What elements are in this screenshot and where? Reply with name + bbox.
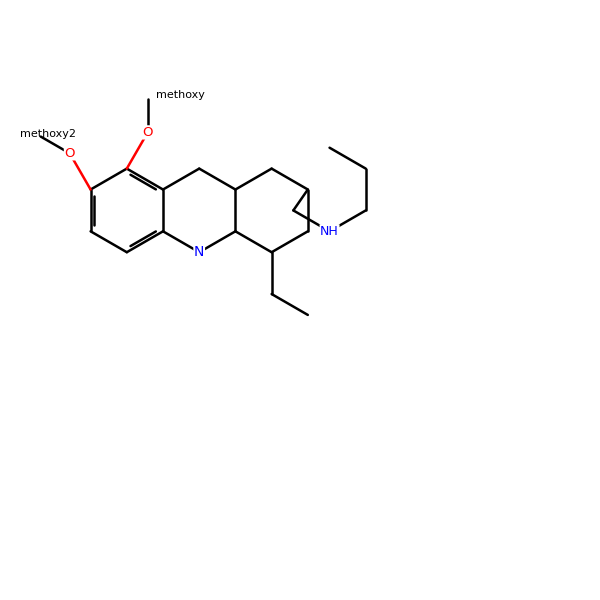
Text: NH: NH <box>320 225 339 238</box>
Text: O: O <box>142 126 153 139</box>
Text: methoxy2: methoxy2 <box>20 128 76 139</box>
Text: methoxy: methoxy <box>156 90 205 100</box>
Text: N: N <box>194 245 205 259</box>
Text: O: O <box>64 147 75 160</box>
